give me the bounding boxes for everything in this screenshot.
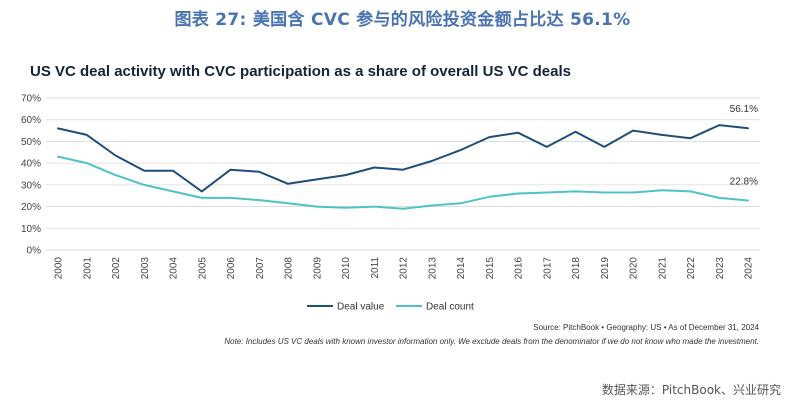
y-tick-label: 60% bbox=[21, 115, 41, 126]
legend-label-deal-value: Deal value bbox=[337, 302, 385, 313]
series-lines bbox=[57, 124, 749, 210]
x-tick-label: 2021 bbox=[657, 257, 668, 280]
x-tick-label: 2008 bbox=[284, 257, 295, 280]
note-text: Note: Includes US VC deals with known in… bbox=[224, 337, 759, 346]
x-tick-label: 2014 bbox=[456, 257, 467, 280]
x-tick-label: 2023 bbox=[715, 257, 726, 280]
chart-title: US VC deal activity with CVC participati… bbox=[30, 63, 572, 80]
x-tick-label: 2003 bbox=[140, 257, 151, 280]
x-tick-label: 2007 bbox=[255, 257, 266, 280]
legend: Deal value Deal count bbox=[307, 302, 474, 313]
y-tick-label: 0% bbox=[27, 246, 42, 257]
figure-banner-title: 图表 27: 美国含 CVC 参与的风险投资金额占比达 56.1% bbox=[174, 10, 631, 30]
x-tick-label: 2022 bbox=[686, 257, 697, 280]
deal-value-line bbox=[57, 124, 749, 193]
x-tick-label: 2020 bbox=[629, 257, 640, 280]
y-tick-label: 70% bbox=[21, 94, 41, 105]
source-text: Source: PitchBook • Geography: US • As o… bbox=[533, 323, 759, 332]
x-tick-label: 2017 bbox=[542, 257, 553, 280]
y-tick-label: 30% bbox=[21, 180, 41, 191]
x-tick-label: 2005 bbox=[197, 257, 208, 280]
x-tick-label: 2009 bbox=[312, 257, 323, 280]
x-tick-label: 2012 bbox=[399, 257, 410, 280]
deal-value-end-label: 56.1% bbox=[730, 104, 758, 115]
gridlines bbox=[46, 97, 760, 251]
legend-label-deal-count: Deal count bbox=[426, 302, 474, 313]
end-labels: 56.1% 22.8% bbox=[730, 104, 758, 187]
y-tick-label: 10% bbox=[21, 224, 41, 235]
deal-count-end-label: 22.8% bbox=[730, 176, 758, 187]
x-tick-label: 2011 bbox=[370, 257, 381, 279]
x-tick-label: 2015 bbox=[485, 257, 496, 280]
x-tick-label: 2024 bbox=[744, 257, 755, 280]
y-tick-label: 40% bbox=[21, 159, 41, 170]
x-tick-label: 2004 bbox=[169, 257, 180, 280]
x-tick-label: 2001 bbox=[82, 257, 93, 280]
x-tick-label: 2006 bbox=[226, 257, 237, 280]
y-axis-ticks: 0% 10% 20% 30% 40% 50% 60% 70% bbox=[21, 94, 41, 257]
x-tick-label: 2002 bbox=[111, 257, 122, 280]
y-tick-label: 20% bbox=[21, 202, 41, 213]
deal-count-line bbox=[57, 155, 749, 210]
x-tick-label: 2018 bbox=[571, 257, 582, 280]
x-tick-label: 2000 bbox=[54, 257, 65, 280]
x-tick-label: 2013 bbox=[427, 257, 438, 280]
x-axis-ticks: 2000 2001 2002 2003 2004 2005 2006 2007 2008 2009… bbox=[54, 257, 755, 280]
x-tick-label: 2010 bbox=[341, 257, 352, 280]
x-tick-label: 2016 bbox=[514, 257, 525, 280]
y-tick-label: 50% bbox=[21, 137, 41, 148]
x-tick-label: 2019 bbox=[600, 257, 611, 280]
data-source-footer: 数据来源：PitchBook、兴业研究 bbox=[601, 383, 781, 397]
